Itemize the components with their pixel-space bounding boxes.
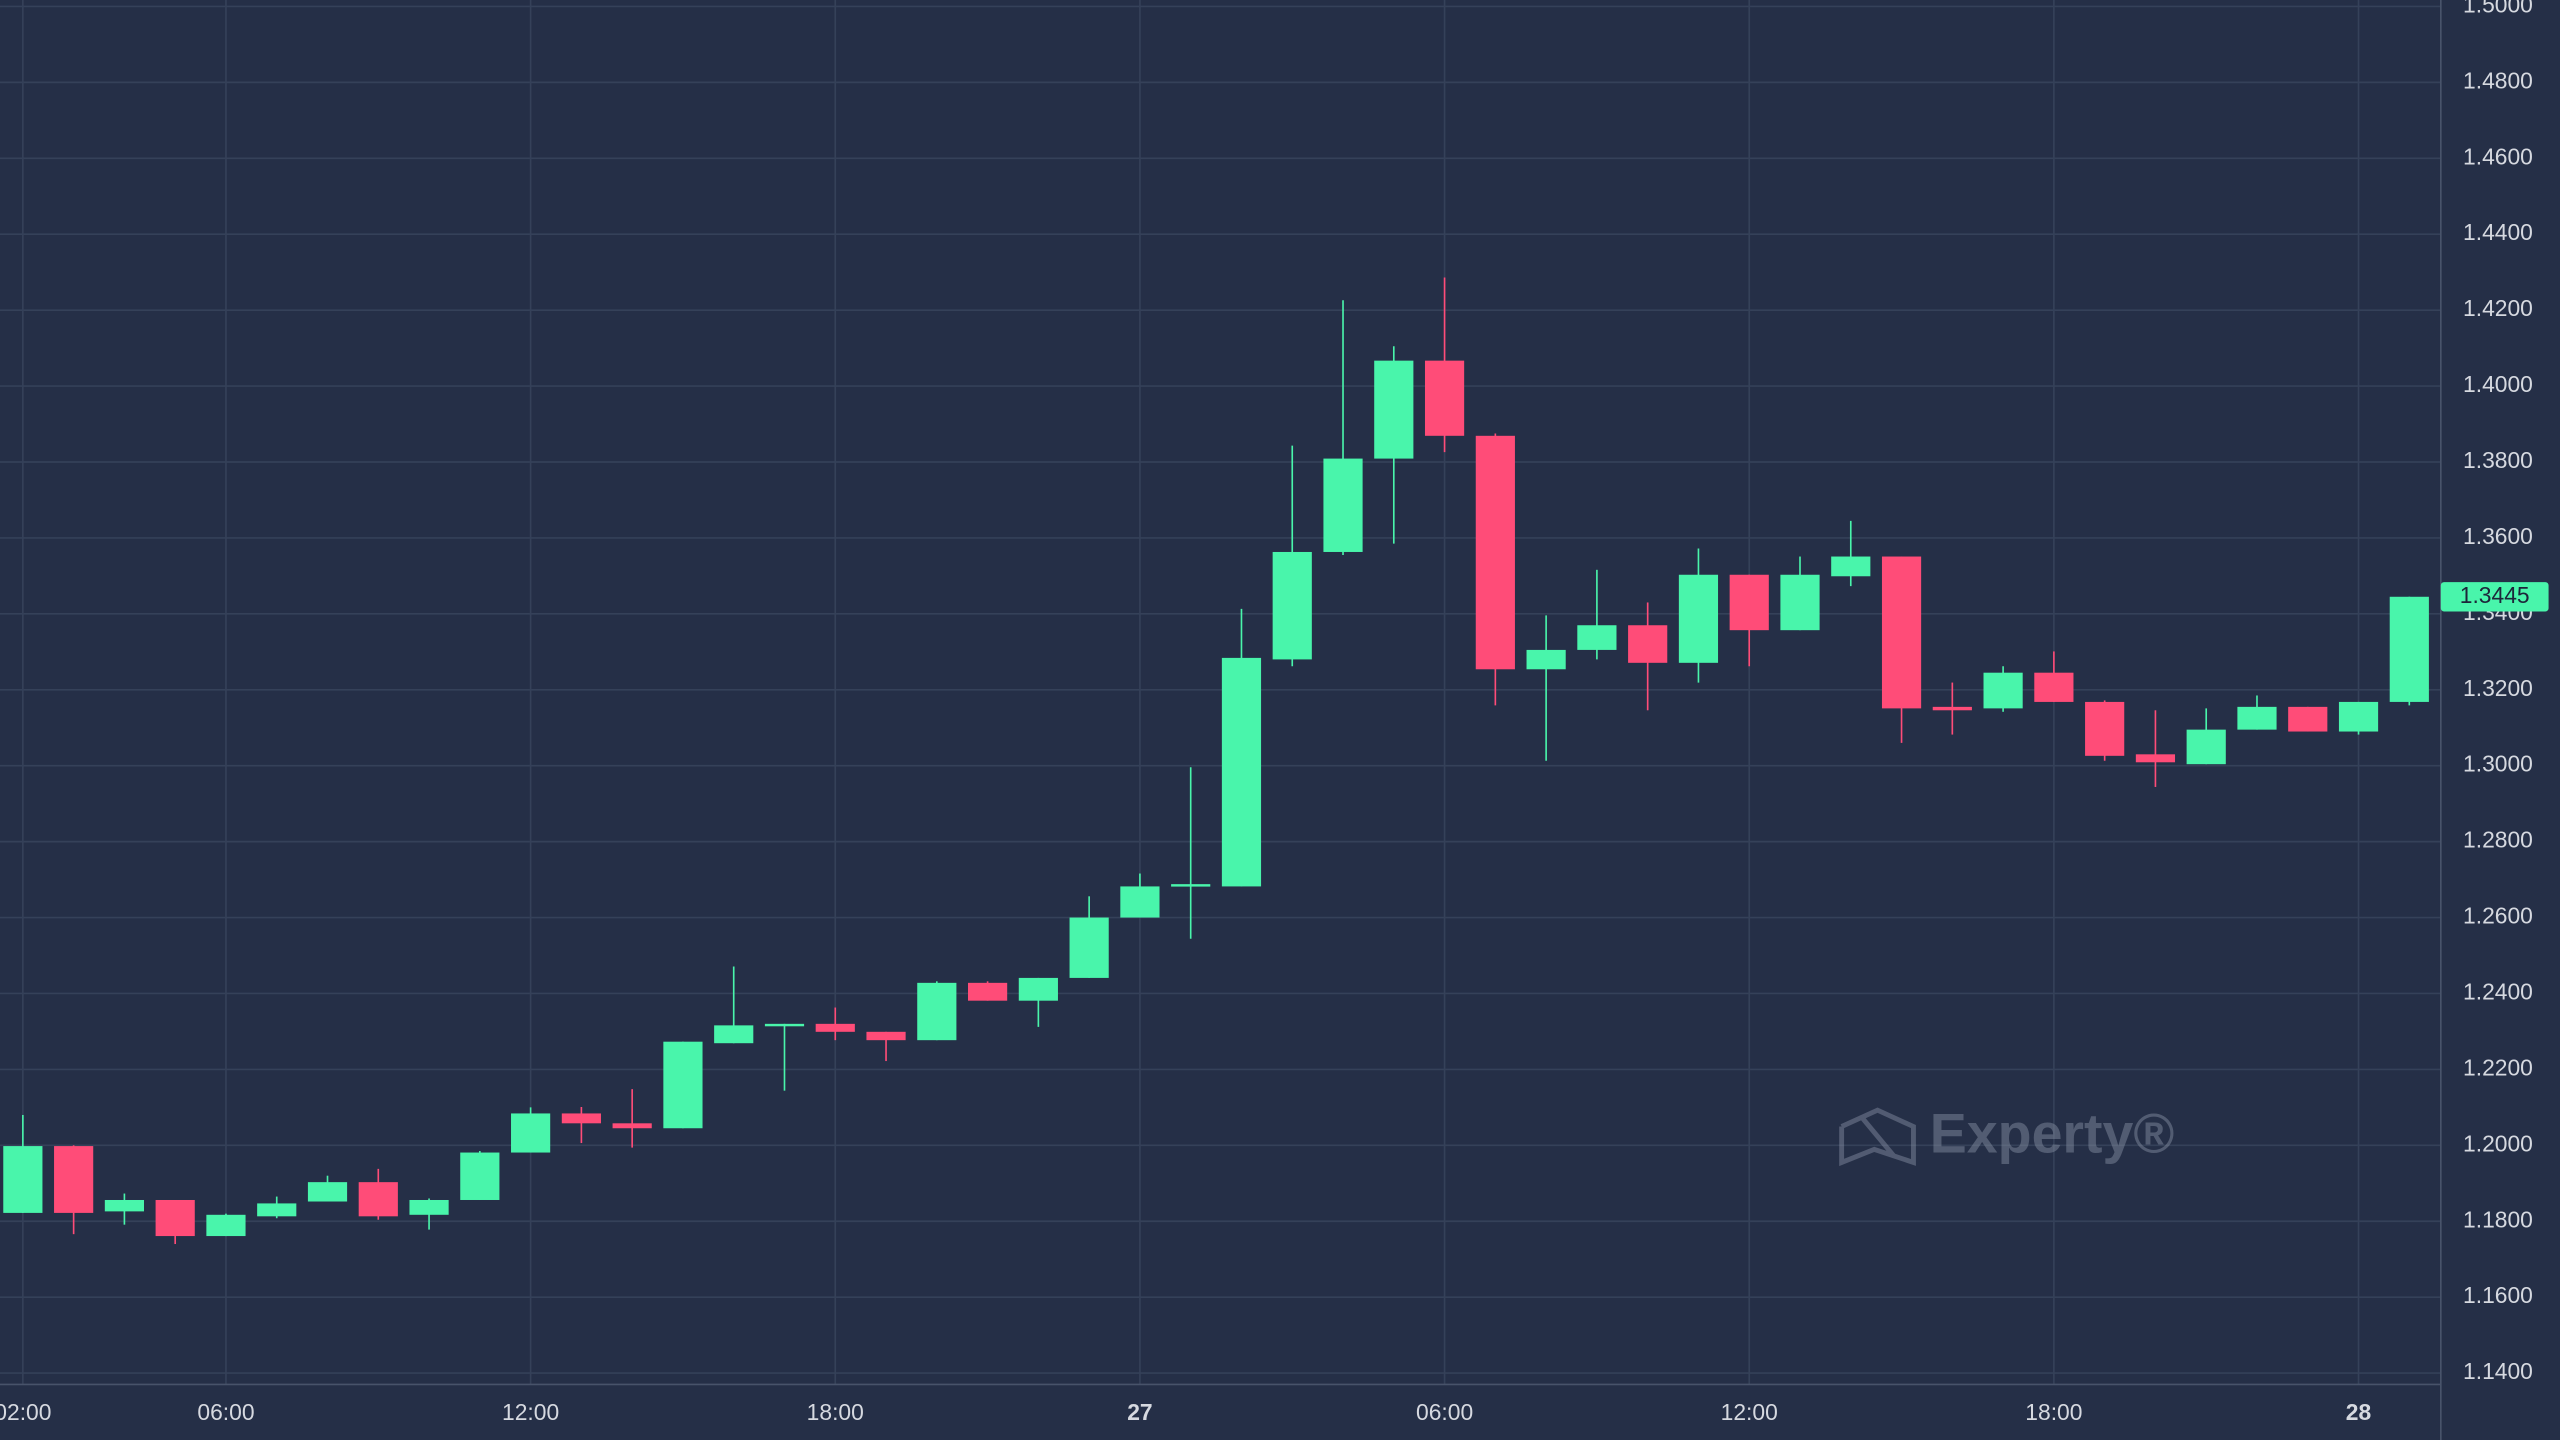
y-tick-label: 1.4800	[2463, 67, 2533, 93]
candles	[3, 277, 2429, 1245]
candle-body	[1729, 574, 1769, 631]
candle-body	[815, 1023, 855, 1032]
x-tick-label: 12:00	[1721, 1399, 1778, 1425]
y-tick-label: 1.1600	[2463, 1282, 2533, 1308]
last-price-tag	[2440, 582, 2549, 612]
y-tick-label: 1.2600	[2463, 903, 2533, 929]
candle-body	[866, 1031, 906, 1041]
candle-body	[54, 1146, 94, 1213]
candle-body	[1526, 649, 1566, 670]
candle-body	[917, 982, 957, 1041]
candle-body	[561, 1113, 601, 1124]
y-tick-label: 1.2800	[2463, 827, 2533, 853]
candle-body	[2288, 706, 2328, 732]
y-tick-label: 1.4400	[2463, 219, 2533, 245]
y-tick-label: 1.3200	[2463, 675, 2533, 701]
candle-body	[1475, 435, 1515, 670]
candle-body	[612, 1123, 652, 1129]
candle-body	[2186, 729, 2226, 765]
candle-body	[1678, 574, 1719, 663]
candle-body	[1932, 706, 1972, 711]
candle-body	[307, 1182, 348, 1202]
candle-body	[1881, 556, 1922, 709]
grid	[0, 0, 2441, 1385]
y-tick-label: 1.2400	[2463, 979, 2533, 1005]
last-price-label: 1.3445	[2460, 582, 2530, 608]
y-tick-label: 1.4200	[2463, 295, 2533, 321]
y-tick-label: 1.1400	[2463, 1358, 2533, 1384]
candle-body	[409, 1199, 449, 1215]
x-tick-label: 06:00	[197, 1399, 254, 1425]
watermark-text: Experty®	[1930, 1103, 2175, 1165]
y-tick-label: 1.4000	[2463, 371, 2533, 397]
y-tick-label: 1.1800	[2463, 1206, 2533, 1232]
y-tick-label: 1.3600	[2463, 523, 2533, 549]
candle-body	[1069, 917, 1109, 978]
candle-body	[1780, 574, 1820, 631]
candle-body	[1577, 625, 1617, 650]
candle-body	[2135, 754, 2176, 763]
candle-body	[968, 982, 1008, 1001]
candle-body	[155, 1199, 195, 1237]
candle-body	[206, 1214, 246, 1237]
candle-body	[2085, 701, 2125, 756]
candle-body	[257, 1203, 297, 1217]
candle-body	[104, 1199, 144, 1212]
candle-body	[1221, 657, 1262, 887]
y-tick-label: 1.2000	[2463, 1130, 2533, 1156]
candle-body	[1424, 360, 1465, 436]
x-tick-label: 28	[2346, 1399, 2371, 1425]
x-tick-label: 02:00	[0, 1399, 51, 1425]
candle-body	[2338, 701, 2379, 732]
x-tick-label: 18:00	[2025, 1399, 2082, 1425]
candle-body	[1983, 672, 2023, 709]
candle-body	[1831, 556, 1871, 577]
candle-body	[2237, 706, 2277, 730]
candle-body	[1120, 886, 1160, 918]
candle-body	[1374, 360, 1414, 459]
watermark-logo	[1839, 1107, 1916, 1167]
candle-body	[2034, 672, 2074, 702]
candle-body	[358, 1182, 398, 1217]
y-tick-label: 1.5000	[2463, 0, 2533, 17]
y-tick-label: 1.2200	[2463, 1054, 2533, 1080]
candle-body	[1628, 625, 1668, 663]
y-tick-label: 1.3800	[2463, 447, 2533, 473]
candle-body	[2389, 596, 2429, 702]
candle-body	[3, 1146, 43, 1213]
x-tick-label: 06:00	[1416, 1399, 1473, 1425]
candle-body	[1018, 977, 1058, 1001]
candle-body	[764, 1023, 805, 1027]
candle-body	[1323, 458, 1363, 552]
y-tick-label: 1.3000	[2463, 751, 2533, 777]
x-tick-label: 18:00	[807, 1399, 864, 1425]
candle-body	[714, 1025, 754, 1044]
candle-body	[511, 1113, 551, 1153]
candle-body	[460, 1152, 500, 1200]
x-tick-label: 12:00	[502, 1399, 559, 1425]
candle-body	[1272, 551, 1312, 660]
candle-body	[663, 1041, 703, 1129]
watermark: Experty®	[1839, 1103, 2175, 1167]
candle-body	[1171, 884, 1211, 887]
x-tick-label: 27	[1127, 1399, 1152, 1425]
y-tick-label: 1.4600	[2463, 143, 2533, 169]
